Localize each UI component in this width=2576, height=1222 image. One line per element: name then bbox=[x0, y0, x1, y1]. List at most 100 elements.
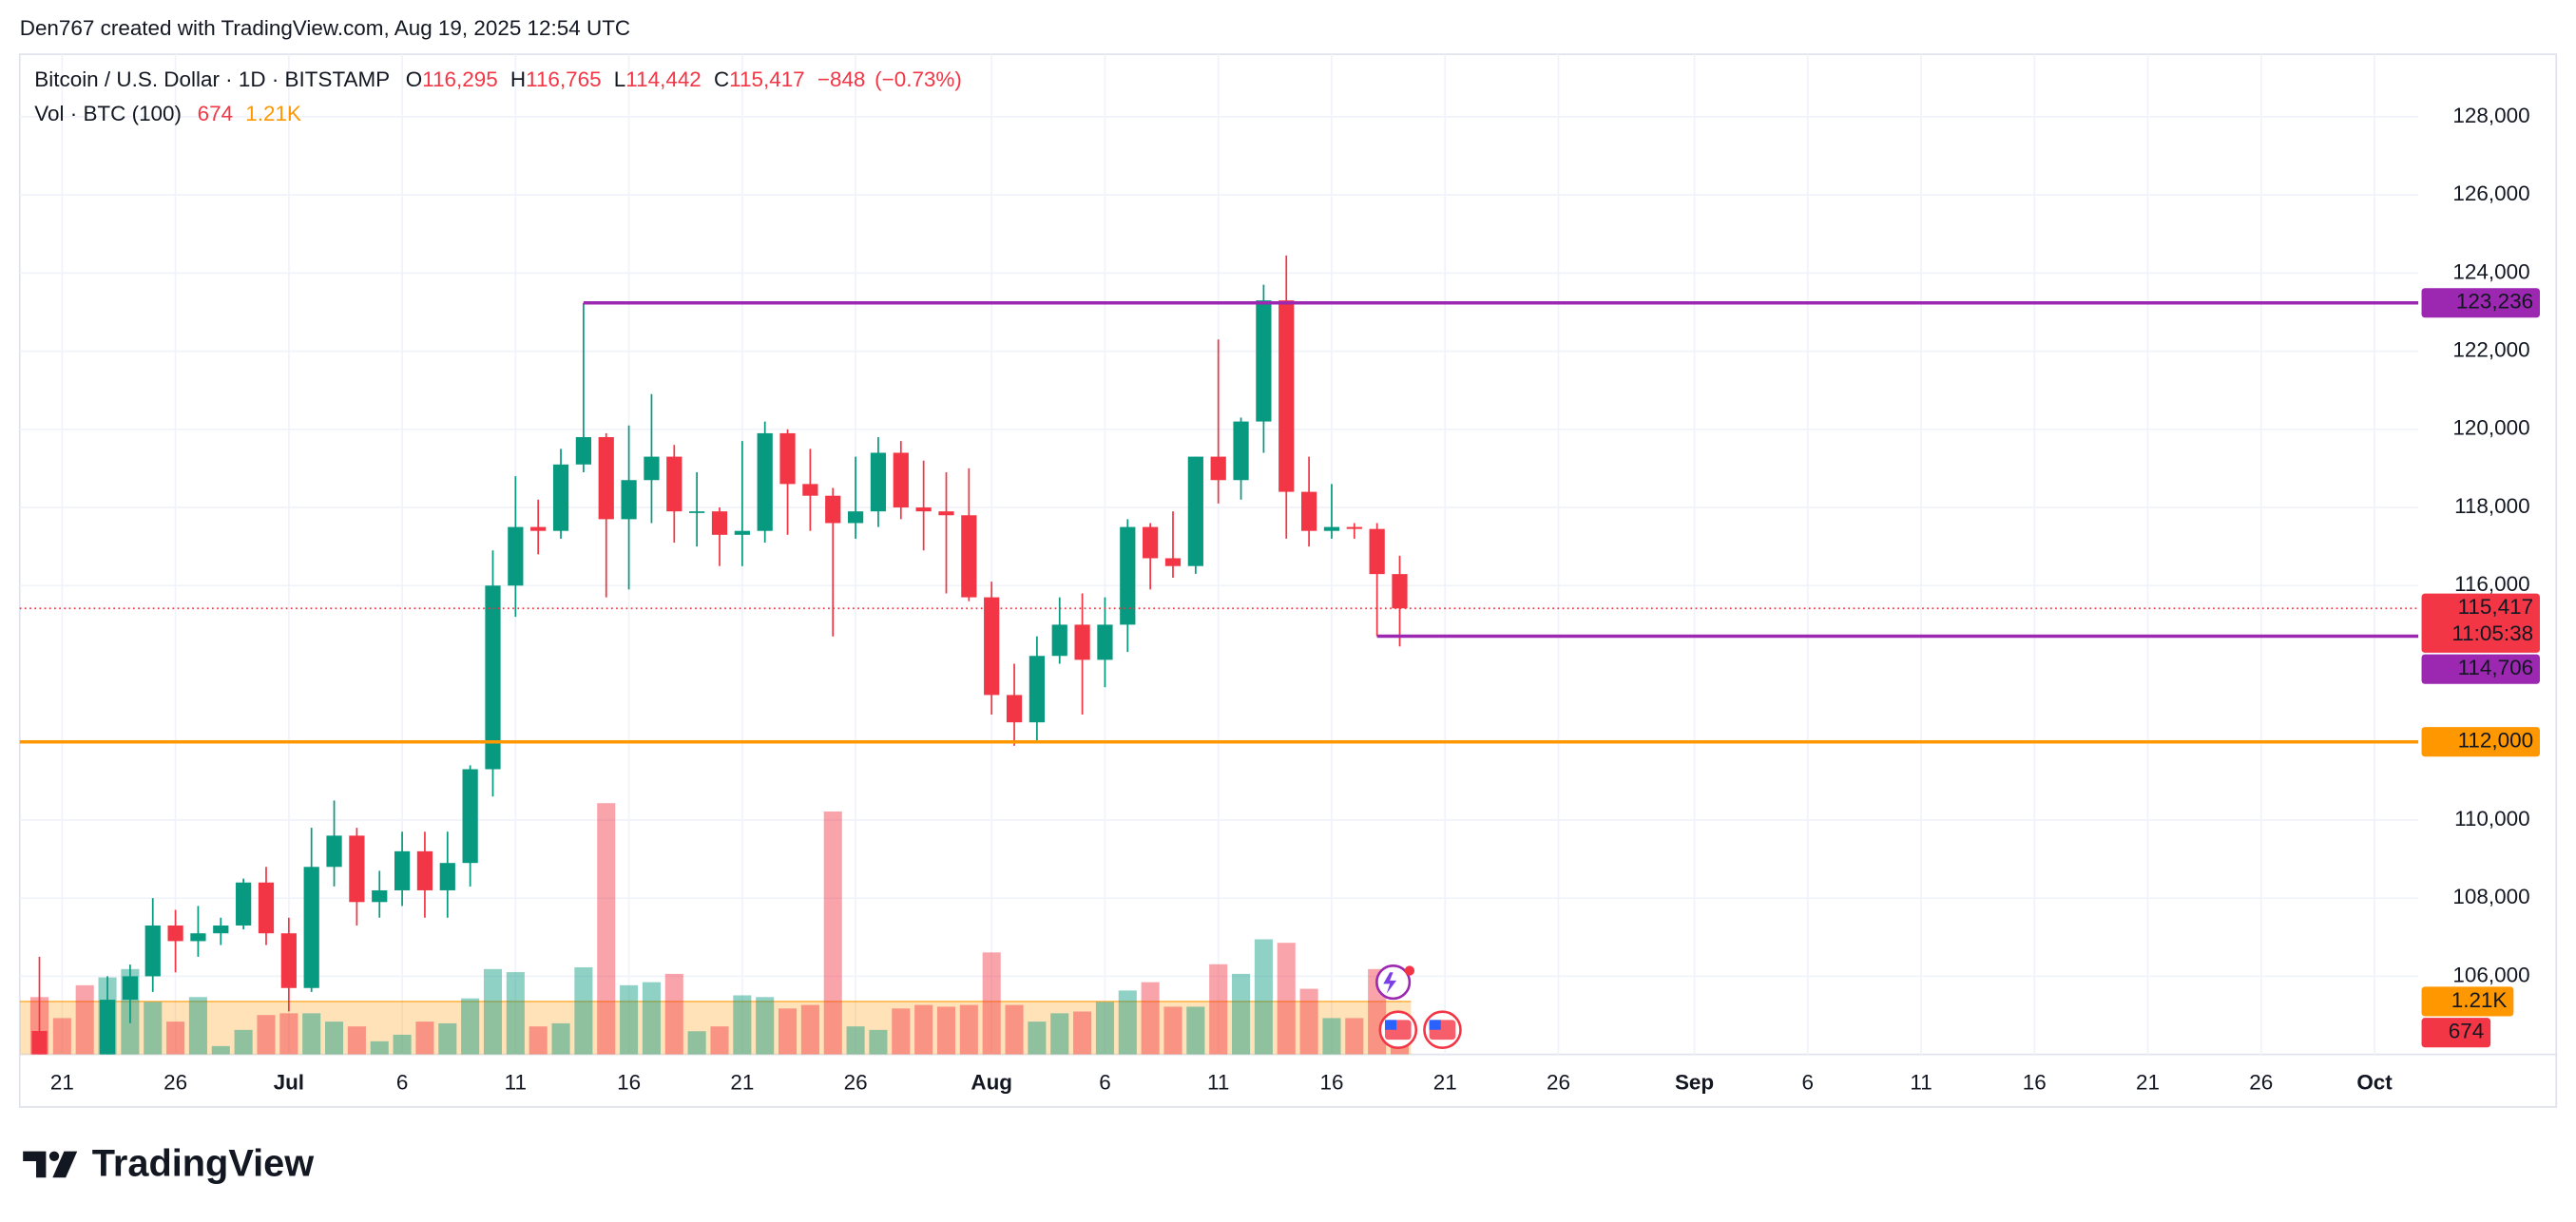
chart-frame bbox=[18, 53, 2558, 1108]
volume-bar bbox=[393, 1034, 412, 1055]
volume-bar bbox=[914, 1004, 933, 1055]
price-tag-label: 11:05:38 bbox=[2451, 621, 2533, 645]
legend-value: 116,295 bbox=[422, 67, 498, 91]
legend-value: 115,417 bbox=[729, 67, 805, 91]
price-tag-label: 115,417 bbox=[2458, 595, 2534, 619]
legend-key: L bbox=[614, 67, 626, 91]
x-tick-label: 26 bbox=[163, 1071, 187, 1095]
candle-body bbox=[689, 511, 705, 513]
legend-value: 116,765 bbox=[526, 67, 602, 91]
legend-key: H bbox=[510, 67, 526, 91]
x-tick-label: 6 bbox=[1802, 1071, 1814, 1095]
price-tag bbox=[2421, 727, 2540, 757]
volume-bar bbox=[936, 1006, 956, 1055]
flag-icon-glyph bbox=[1429, 1020, 1441, 1030]
candle-body bbox=[1097, 624, 1113, 660]
y-tick-label: 108,000 bbox=[2452, 885, 2529, 908]
candle-body bbox=[621, 480, 637, 520]
volume-bar bbox=[779, 1008, 798, 1055]
volume-bar bbox=[188, 997, 207, 1055]
x-tick-label: 21 bbox=[2136, 1071, 2160, 1095]
candle-body bbox=[144, 925, 161, 977]
candle-body bbox=[825, 495, 841, 524]
candle-body bbox=[1278, 300, 1295, 492]
price-tag bbox=[2421, 986, 2514, 1017]
candle-body bbox=[1120, 526, 1136, 625]
candle-body bbox=[1074, 624, 1090, 660]
y-tick-label: 120,000 bbox=[2452, 416, 2529, 440]
volume-bar bbox=[597, 803, 616, 1055]
candle-body bbox=[508, 526, 524, 586]
legend-volume: Vol · BTC (100) 674 1.21K bbox=[34, 102, 301, 125]
legend-value: 114,442 bbox=[625, 67, 702, 91]
candle-body bbox=[31, 1030, 48, 1055]
volume-bar bbox=[347, 1026, 366, 1055]
x-tick-label: Sep bbox=[1675, 1071, 1714, 1095]
volume-bar bbox=[1209, 964, 1228, 1055]
candle-body bbox=[961, 515, 977, 598]
y-tick-label: 110,000 bbox=[2454, 807, 2530, 831]
volume-bar bbox=[483, 968, 503, 1055]
logo-mark bbox=[48, 1151, 60, 1161]
candle-body bbox=[462, 769, 478, 864]
x-tick-label: 21 bbox=[1433, 1071, 1457, 1095]
price-tag-label: 114,706 bbox=[2458, 656, 2534, 679]
candle-body bbox=[280, 933, 297, 988]
candle-body bbox=[984, 597, 1000, 696]
candle-body bbox=[870, 452, 887, 512]
candle-body bbox=[1256, 300, 1272, 422]
volume-bar bbox=[551, 1022, 570, 1055]
candle-body bbox=[1164, 558, 1182, 566]
volume-bar bbox=[529, 1026, 548, 1055]
candle-body bbox=[1323, 526, 1340, 531]
volume-bar bbox=[1254, 939, 1273, 1055]
legend-key: C bbox=[714, 67, 729, 91]
volume-bar bbox=[1322, 1018, 1341, 1055]
price-tag bbox=[2421, 593, 2540, 653]
volume-bar bbox=[415, 1022, 434, 1055]
volume-bar bbox=[370, 1041, 389, 1055]
logo-mark bbox=[52, 1151, 78, 1178]
price-tag-label: 1.21K bbox=[2451, 988, 2508, 1012]
candle-body bbox=[893, 452, 909, 508]
candle-body bbox=[1300, 491, 1317, 531]
candle-body bbox=[99, 1000, 116, 1055]
x-tick-label: 16 bbox=[617, 1071, 641, 1095]
candle-layer bbox=[31, 255, 1408, 1055]
event-icons bbox=[1375, 964, 1462, 1050]
y-tick-label: 126,000 bbox=[2452, 181, 2529, 205]
volume-bar bbox=[166, 1022, 185, 1055]
candle-body bbox=[1210, 456, 1226, 481]
flag-icon-glyph bbox=[1384, 1020, 1397, 1030]
candle-body bbox=[326, 835, 342, 868]
candle-body bbox=[416, 850, 433, 890]
volume-ma-value: 1.21K bbox=[245, 102, 301, 125]
volume-bar bbox=[1186, 1006, 1205, 1055]
x-tick-label: 16 bbox=[2023, 1071, 2047, 1095]
logo-mark bbox=[23, 1151, 47, 1178]
volume-bar bbox=[279, 1013, 298, 1055]
price-tag bbox=[2421, 288, 2540, 318]
volume-bar bbox=[302, 1013, 321, 1055]
candle-body bbox=[167, 925, 183, 942]
candle-body bbox=[552, 464, 569, 531]
volume-bar bbox=[687, 1031, 706, 1055]
candle-body bbox=[847, 511, 864, 524]
x-tick-label: 11 bbox=[505, 1071, 527, 1095]
x-tick-label: 6 bbox=[396, 1071, 408, 1095]
y-tick-label: 124,000 bbox=[2452, 259, 2529, 283]
price-tag-label: 123,236 bbox=[2456, 290, 2533, 314]
candle-body bbox=[1392, 574, 1408, 609]
volume-bar bbox=[710, 1026, 729, 1055]
volume-bar bbox=[1232, 973, 1251, 1055]
volume-bar bbox=[823, 811, 842, 1055]
candle-body bbox=[1187, 456, 1203, 566]
candle-body bbox=[530, 526, 547, 531]
volume-bar bbox=[756, 997, 775, 1055]
volume-bar bbox=[325, 1022, 344, 1055]
volume-bar bbox=[1277, 943, 1296, 1055]
volume-bar bbox=[800, 1004, 819, 1055]
volume-bar bbox=[1299, 988, 1318, 1055]
candle-body bbox=[1143, 526, 1159, 559]
candle-body bbox=[734, 530, 750, 535]
